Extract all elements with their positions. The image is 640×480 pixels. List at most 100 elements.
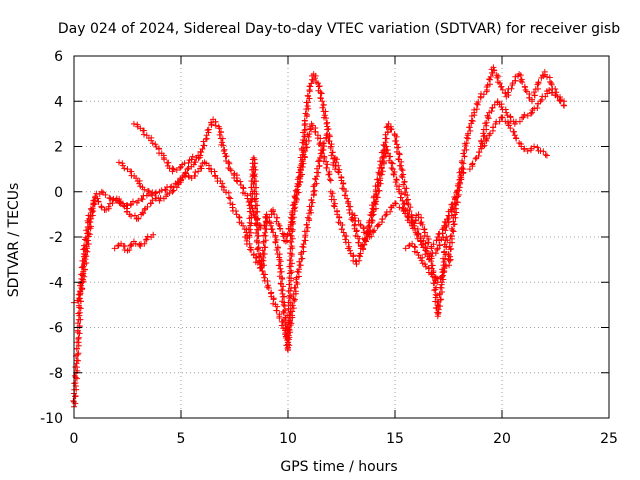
- data-point: [326, 176, 333, 183]
- data-point: [302, 110, 309, 117]
- data-point: [313, 180, 320, 187]
- data-point: [250, 172, 257, 179]
- data-point: [246, 240, 253, 247]
- data-point: [444, 216, 451, 223]
- data-point: [521, 84, 528, 91]
- data-point: [276, 314, 283, 321]
- data-point: [328, 152, 335, 159]
- data-point: [141, 206, 148, 213]
- data-point: [296, 262, 303, 269]
- data-point: [353, 228, 360, 235]
- data-point: [70, 397, 77, 404]
- data-point: [280, 283, 287, 290]
- data-point: [319, 98, 326, 105]
- data-point: [249, 156, 256, 163]
- data-point: [240, 184, 247, 191]
- data-point: [398, 173, 405, 180]
- data-point: [312, 128, 319, 135]
- data-point: [519, 79, 526, 86]
- data-point: [152, 141, 159, 148]
- data-point: [494, 74, 501, 81]
- data-point: [358, 242, 365, 249]
- data-point: [296, 178, 303, 185]
- data-point: [115, 159, 122, 166]
- data-point: [141, 240, 148, 247]
- data-point: [419, 221, 426, 228]
- data-point: [441, 248, 448, 255]
- data-point: [131, 212, 138, 219]
- data-point: [454, 193, 461, 200]
- data-point: [511, 132, 518, 139]
- data-point: [182, 170, 189, 177]
- data-point: [75, 350, 82, 357]
- data-point: [373, 198, 380, 205]
- data-point: [319, 104, 326, 111]
- data-point: [261, 274, 268, 281]
- data-point: [516, 118, 523, 125]
- data-point: [366, 223, 373, 230]
- data-point: [413, 231, 420, 238]
- data-point: [474, 101, 481, 108]
- data-point: [75, 291, 82, 298]
- data-point: [385, 128, 392, 135]
- data-point: [428, 253, 435, 260]
- data-point: [329, 149, 336, 156]
- data-point: [307, 207, 314, 214]
- data-point: [267, 222, 274, 229]
- data-point: [453, 198, 460, 205]
- data-point: [222, 189, 229, 196]
- data-point: [317, 95, 324, 102]
- data-point: [260, 250, 267, 257]
- data-point: [297, 179, 304, 186]
- data-point: [529, 96, 536, 103]
- data-point: [437, 284, 444, 291]
- data-point: [289, 308, 296, 315]
- data-point: [327, 177, 334, 184]
- data-point: [291, 297, 298, 304]
- data-point: [527, 110, 534, 117]
- data-point: [90, 197, 97, 204]
- data-point: [344, 195, 351, 202]
- data-point: [347, 203, 354, 210]
- data-point: [286, 274, 293, 281]
- data-point: [499, 114, 506, 121]
- series-track-l: [402, 240, 454, 286]
- data-point: [388, 159, 395, 166]
- data-point: [333, 156, 340, 163]
- data-point: [232, 207, 239, 214]
- data-point: [437, 275, 444, 282]
- data-point: [286, 257, 293, 264]
- data-point: [463, 146, 470, 153]
- data-point: [148, 191, 155, 198]
- data-point: [250, 181, 257, 188]
- data-point: [448, 225, 455, 232]
- data-point: [472, 155, 479, 162]
- data-point: [537, 98, 544, 105]
- data-point: [304, 144, 311, 151]
- data-point: [170, 166, 177, 173]
- data-point: [287, 263, 294, 270]
- data-point: [128, 213, 135, 220]
- data-point: [368, 216, 375, 223]
- data-point: [301, 127, 308, 134]
- data-point: [265, 285, 272, 292]
- data-point: [512, 73, 519, 80]
- data-point: [426, 256, 433, 263]
- data-point: [144, 233, 151, 240]
- data-point: [345, 239, 352, 246]
- data-point: [255, 245, 262, 252]
- data-point: [195, 168, 202, 175]
- data-point: [279, 276, 286, 283]
- data-point: [507, 125, 514, 132]
- data-point: [336, 214, 343, 221]
- data-point: [476, 149, 483, 156]
- data-point: [169, 188, 176, 195]
- data-point: [139, 196, 146, 203]
- data-point: [74, 351, 81, 358]
- data-point: [91, 200, 98, 207]
- data-point: [173, 167, 180, 174]
- data-point: [502, 118, 509, 125]
- data-point: [330, 202, 337, 209]
- data-point: [252, 166, 259, 173]
- data-point: [83, 253, 90, 260]
